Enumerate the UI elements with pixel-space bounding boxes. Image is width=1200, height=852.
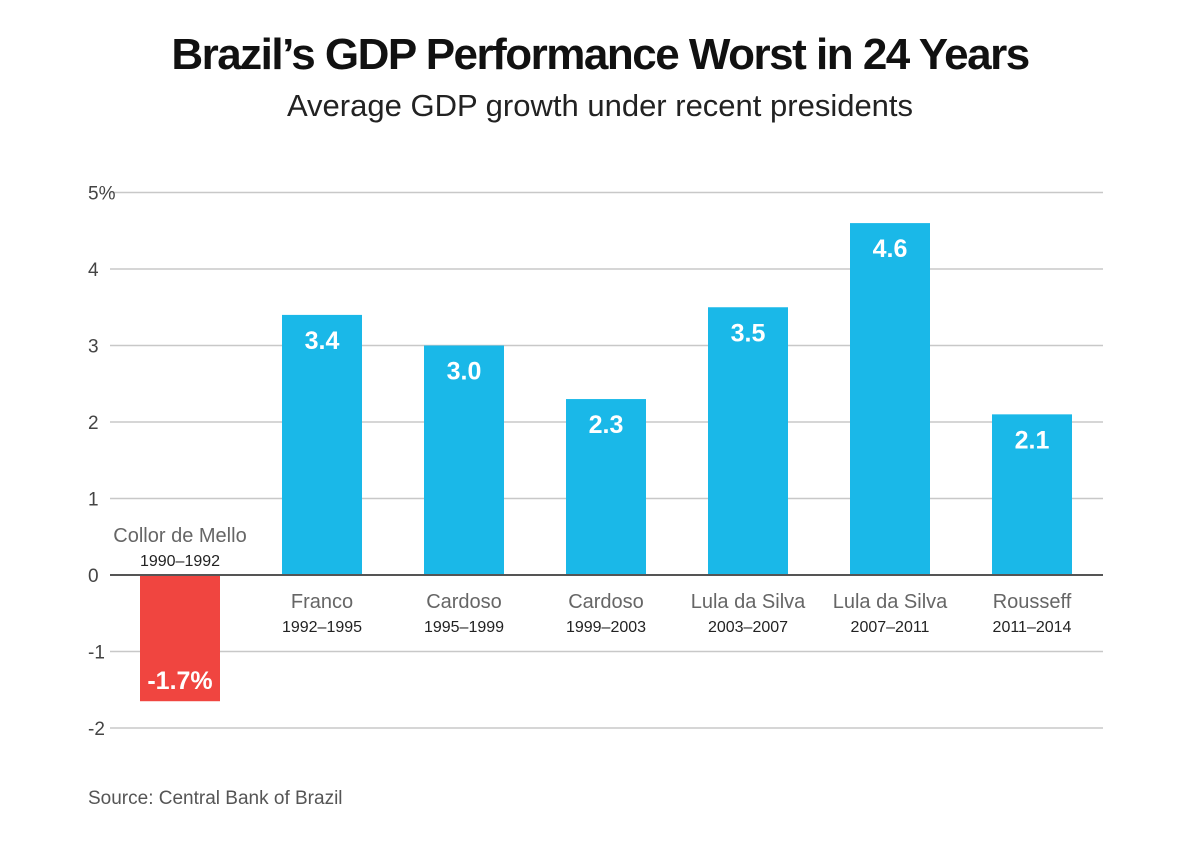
category-years-label: 2007–2011: [851, 619, 930, 636]
category-name-label: Franco: [291, 591, 353, 613]
bar-value-label: 2.3: [589, 411, 624, 439]
chart-title: Brazil’s GDP Performance Worst in 24 Yea…: [171, 30, 1030, 79]
y-tick-label: -2: [88, 719, 105, 740]
bar-value-label: 3.0: [447, 358, 482, 386]
chart-subtitle: Average GDP growth under recent presiden…: [286, 88, 914, 123]
bar: [566, 399, 646, 575]
y-tick-label: 0: [88, 566, 99, 587]
category-years-label: 1992–1995: [282, 619, 362, 636]
y-tick-label: 3: [88, 337, 99, 358]
category-years-label: 1990–1992: [140, 553, 220, 570]
y-tick-label: 5%: [88, 184, 116, 205]
bar-value-label: 4.6: [873, 235, 908, 263]
category-years-label: 1999–2003: [566, 619, 646, 636]
bar: [992, 414, 1072, 575]
bars: [140, 223, 1072, 702]
bar-value-label: -1.7%: [147, 667, 212, 695]
y-tick-label: 1: [88, 490, 99, 511]
category-name-label: Cardoso: [568, 591, 644, 613]
y-tick-label: 4: [88, 260, 99, 281]
category-years-label: 1995–1999: [424, 619, 504, 636]
gridlines: [110, 191, 1103, 729]
bar: [282, 314, 362, 575]
bar: [424, 345, 504, 575]
category-name-label: Lula da Silva: [691, 591, 806, 613]
category-name-label: Collor de Mello: [113, 525, 246, 547]
bar: [850, 223, 930, 575]
bar-labels: -1.7% Collor de Mello 1990–1992 3.4 Franco 19…: [113, 235, 1071, 695]
bar: [140, 575, 220, 702]
category-name-label: Cardoso: [426, 591, 502, 613]
category-name-label: Rousseff: [993, 591, 1072, 613]
y-tick-label: -1: [88, 643, 105, 664]
category-name-label: Lula da Silva: [833, 591, 948, 613]
bar-value-label: 3.5: [731, 319, 766, 347]
category-years-label: 2011–2014: [993, 619, 1072, 636]
y-tick-label: 2: [88, 413, 99, 434]
bar-value-label: 3.4: [305, 327, 340, 355]
bar-value-label: 2.1: [1015, 426, 1050, 454]
category-years-label: 2003–2007: [708, 619, 788, 636]
bar: [708, 307, 788, 575]
source-note: Source: Central Bank of Brazil: [88, 788, 343, 809]
y-axis-ticks: 5% 4 3 2 1 0 -1 -2: [88, 184, 116, 741]
